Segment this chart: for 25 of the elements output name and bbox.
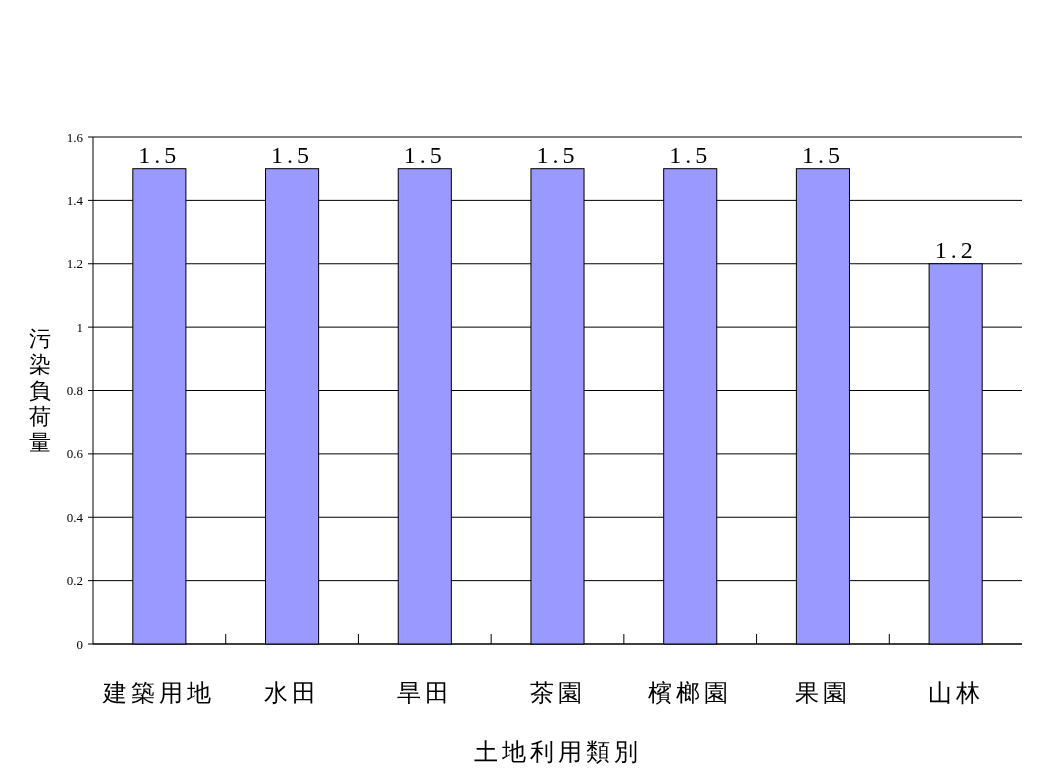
y-tick-label: 1.6	[66, 129, 84, 145]
y-tick-label: 1.4	[66, 192, 84, 208]
x-tick-label: 茶園	[529, 680, 586, 706]
data-label: 1.5	[801, 141, 844, 168]
x-tick-label: 建築用地	[102, 680, 216, 706]
x-tick-label: 檳榔園	[648, 680, 733, 706]
y-tick-label: 1.2	[66, 256, 83, 272]
x-axis-title: 土地利用類別	[473, 739, 642, 765]
data-label: 1.5	[403, 141, 446, 168]
y-tick-label: 0.8	[66, 383, 83, 399]
x-tick-label: 旱田	[396, 680, 453, 706]
data-label: 1.5	[669, 141, 712, 168]
x-tick-label: 水田	[264, 680, 321, 706]
x-tick-label: 山林	[927, 680, 984, 706]
y-tick-label: 0	[76, 636, 83, 652]
x-tick-label: 果園	[794, 680, 851, 706]
data-label: 1.2	[934, 236, 977, 263]
y-tick-label: 1	[76, 319, 83, 335]
data-label: 1.5	[138, 141, 181, 168]
y-tick-label: 0.6	[66, 446, 84, 462]
data-label: 1.5	[536, 141, 579, 168]
data-label: 1.5	[271, 141, 314, 168]
y-tick-label: 0.4	[66, 509, 84, 525]
y-axis-title: 污染負荷量	[29, 326, 51, 456]
y-tick-label: 0.2	[66, 573, 83, 589]
